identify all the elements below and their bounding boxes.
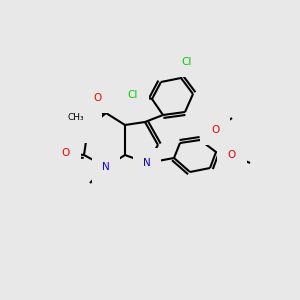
Text: CH₃: CH₃: [68, 112, 84, 122]
Text: N: N: [143, 158, 151, 168]
Text: O: O: [211, 125, 219, 135]
Text: O: O: [228, 150, 236, 160]
Text: N: N: [102, 162, 110, 172]
Text: Cl: Cl: [128, 90, 138, 100]
Text: O: O: [62, 148, 70, 158]
Text: O: O: [94, 93, 102, 103]
Text: Cl: Cl: [182, 57, 192, 67]
Text: N: N: [84, 123, 92, 133]
